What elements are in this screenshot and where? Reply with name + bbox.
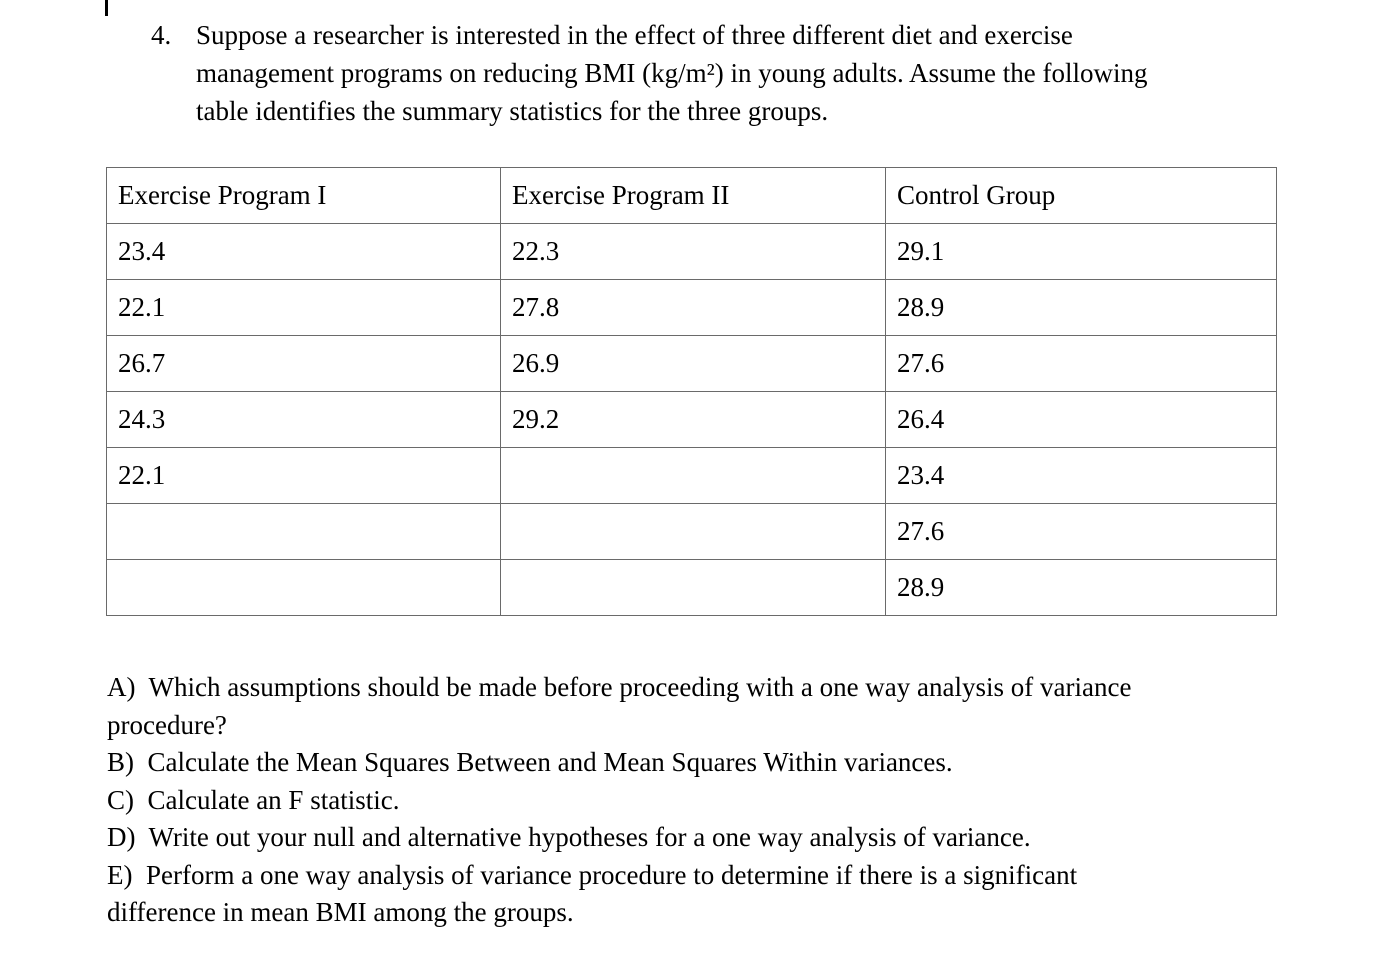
part-a-line-1: A) Which assumptions should be made befo… [107,672,1132,702]
table-row: 26.7 26.9 27.6 [106,335,1277,392]
table-cell: 22.1 [106,279,501,336]
table-cell: 26.7 [106,335,501,392]
table-cell: 27.6 [885,335,1277,392]
part-c-line: C) Calculate an F statistic. [107,784,400,815]
table-cell: 27.8 [500,279,886,336]
question-parts-list: A) Which assumptions should be made befo… [107,669,1287,932]
table-cell: 26.9 [500,335,886,392]
intro-line-1: Suppose a researcher is interested in th… [196,20,1073,50]
bmi-summary-table: Exercise Program I Exercise Program II C… [106,167,1277,616]
question-4-paragraph: 4. Suppose a researcher is interested in… [151,16,1147,130]
intro-line-2: management programs on reducing BMI (kg/… [196,58,1148,88]
column-header-exercise-program-1: Exercise Program I [106,167,501,224]
column-header-control-group: Control Group [885,167,1277,224]
column-header-exercise-program-2: Exercise Program II [500,167,886,224]
part-b-line: B) Calculate the Mean Squares Between an… [107,747,953,777]
question-intro-text: Suppose a researcher is interested in th… [196,16,1147,130]
table-cell: 24.3 [106,391,501,448]
table-cell [500,503,886,560]
table-cell: 26.4 [885,391,1277,448]
table-cell: 22.3 [500,223,886,280]
table-row: 23.4 22.3 29.1 [106,223,1277,280]
table-cell [500,559,886,616]
table-header-row: Exercise Program I Exercise Program II C… [106,167,1277,224]
table-cell: 23.4 [885,447,1277,504]
part-e-line-2: difference in mean BMI among the groups. [107,897,574,927]
table-row: 22.1 23.4 [106,447,1277,504]
table-row: 22.1 27.8 28.9 [106,279,1277,336]
table-row: 27.6 [106,503,1277,560]
part-d-line: D) Write out your null and alternative h… [107,822,1031,852]
table-cell: 29.1 [885,223,1277,280]
part-a-line-2: procedure? [107,709,227,740]
part-e-line-1: E) Perform a one way analysis of varianc… [107,859,1078,890]
table-cell: 23.4 [106,223,501,280]
table-cell: 28.9 [885,559,1277,616]
intro-line-3: table identifies the summary statistics … [196,96,829,126]
text-cursor-artifact [105,0,108,16]
table-cell: 29.2 [500,391,886,448]
table-cell: 22.1 [106,447,501,504]
table-row: 28.9 [106,559,1277,616]
table-cell [106,559,501,616]
table-cell: 28.9 [885,279,1277,336]
table-cell [500,447,886,504]
table-cell [106,503,501,560]
table-cell: 27.6 [885,503,1277,560]
question-number: 4. [151,20,172,50]
table-row: 24.3 29.2 26.4 [106,391,1277,448]
